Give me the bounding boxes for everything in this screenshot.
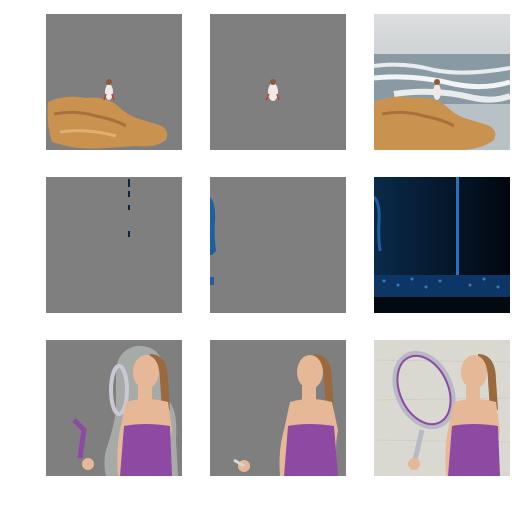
dark-blue-scene: [374, 177, 510, 313]
woman-racket-photo: [374, 340, 510, 476]
mask-woman-racket: [46, 340, 182, 476]
mask-rocks-person: [46, 14, 182, 150]
mask-blue-streak: [210, 177, 346, 313]
beach-photo: [374, 14, 510, 150]
mask-thin-line: [46, 177, 182, 313]
mask-woman: [210, 340, 346, 476]
mask-person: [210, 14, 346, 150]
